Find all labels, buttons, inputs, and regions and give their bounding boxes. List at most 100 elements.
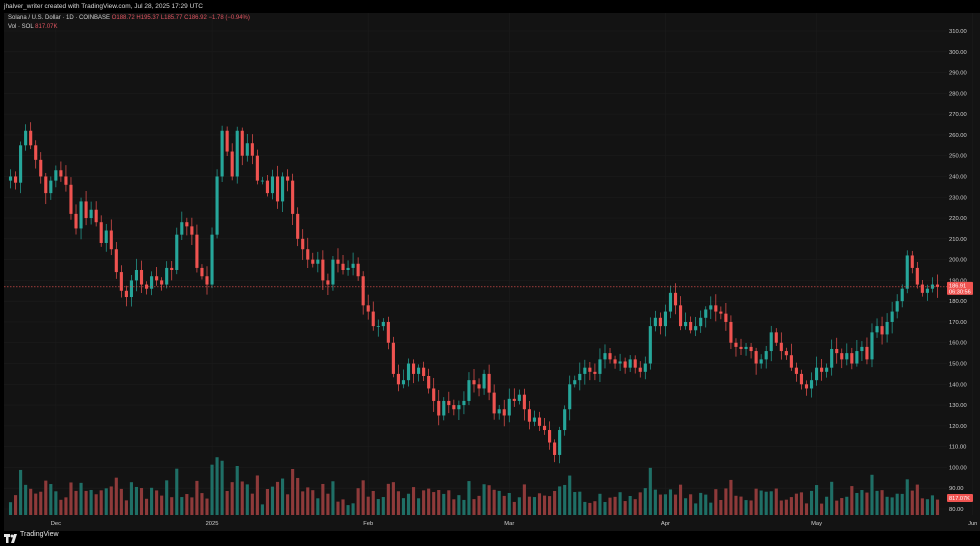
volume-bar bbox=[170, 497, 174, 515]
volume-bar bbox=[477, 495, 481, 515]
candle-body bbox=[507, 398, 511, 416]
volume-bar bbox=[558, 486, 562, 515]
candle-body bbox=[905, 255, 909, 289]
volume-bar bbox=[220, 460, 224, 515]
volume-bar bbox=[321, 483, 325, 515]
candle-body bbox=[915, 267, 919, 285]
candle-body bbox=[563, 409, 567, 431]
price-axis[interactable] bbox=[947, 13, 980, 531]
volume-bar bbox=[452, 499, 456, 515]
candle-body bbox=[13, 176, 18, 183]
volume-bar bbox=[331, 481, 335, 515]
y-tick-label: 310.00 bbox=[949, 29, 967, 35]
volume-bar bbox=[593, 501, 597, 515]
candle-body bbox=[754, 351, 758, 364]
volume-bar bbox=[54, 491, 58, 515]
candle-body bbox=[366, 305, 370, 312]
volume-bar bbox=[789, 497, 793, 515]
x-axis-ticks: Dec2025FebMarAprMayJunJul bbox=[51, 521, 978, 527]
volume-bar bbox=[507, 492, 511, 515]
candle-body bbox=[920, 284, 924, 293]
volume-bar bbox=[346, 505, 350, 515]
candle-body bbox=[59, 170, 63, 177]
candle-body bbox=[855, 351, 859, 364]
y-tick-label: 150.00 bbox=[949, 362, 967, 368]
x-tick-label: Mar bbox=[504, 521, 514, 527]
candle-body bbox=[870, 332, 874, 360]
candle-body bbox=[195, 234, 199, 268]
candle-body bbox=[391, 342, 395, 374]
y-tick-label: 280.00 bbox=[949, 91, 967, 97]
candle-body bbox=[432, 388, 436, 401]
candle-body bbox=[910, 255, 914, 268]
volume-bar bbox=[840, 498, 844, 515]
volume-bar bbox=[205, 498, 209, 515]
volume-bar bbox=[779, 500, 783, 515]
volume-bars bbox=[8, 457, 940, 515]
candle-body bbox=[673, 292, 678, 306]
volume-bar bbox=[502, 495, 506, 515]
volume-bar bbox=[185, 494, 189, 515]
candle-body bbox=[835, 348, 839, 354]
volume-bar bbox=[311, 490, 315, 515]
volume-bar bbox=[265, 488, 270, 515]
volume-bar bbox=[643, 488, 647, 515]
legend-open: O188.72 bbox=[111, 15, 135, 21]
candle-body bbox=[613, 359, 617, 364]
volume-bar bbox=[432, 492, 436, 515]
volume-bar bbox=[34, 493, 38, 515]
volume-bar bbox=[734, 495, 738, 515]
volume-bar bbox=[175, 468, 179, 515]
volume-bar bbox=[109, 486, 113, 515]
candle-body bbox=[255, 155, 259, 181]
candle-body bbox=[296, 213, 300, 239]
attribution-text: jhalver_writer created with TradingView.… bbox=[4, 3, 203, 10]
candle-body bbox=[684, 321, 688, 327]
candle-body bbox=[739, 346, 743, 349]
candle-body bbox=[170, 267, 174, 270]
candle-body bbox=[185, 222, 189, 227]
candle-body bbox=[99, 222, 103, 243]
volume-bar bbox=[759, 490, 763, 515]
volume-bar bbox=[598, 493, 602, 515]
volume-bar bbox=[835, 500, 839, 515]
volume-bar bbox=[865, 492, 869, 515]
candle-body bbox=[109, 230, 113, 250]
candle-body bbox=[487, 373, 491, 393]
volume-bar bbox=[64, 497, 68, 515]
volume-bar bbox=[820, 503, 824, 515]
volume-bar bbox=[673, 494, 678, 515]
y-tick-label: 230.00 bbox=[949, 195, 967, 201]
volume-bar bbox=[19, 469, 23, 515]
volume-bar bbox=[769, 491, 773, 515]
candle-body bbox=[719, 311, 723, 314]
volume-bar bbox=[44, 480, 48, 515]
candle-body bbox=[820, 367, 824, 372]
candle-body bbox=[316, 259, 320, 264]
candle-body bbox=[593, 371, 597, 374]
candle-body bbox=[477, 384, 481, 389]
x-tick-label: Jun bbox=[968, 521, 977, 527]
candle-body bbox=[482, 373, 486, 389]
candle-body bbox=[633, 359, 637, 368]
volume-bar bbox=[885, 496, 889, 515]
volume-bar bbox=[588, 502, 592, 515]
candle-body bbox=[678, 305, 683, 327]
candle-body bbox=[64, 176, 68, 185]
candle-body bbox=[729, 321, 733, 343]
price-pane[interactable] bbox=[4, 13, 947, 531]
volume-bar bbox=[457, 495, 461, 515]
volume-bar bbox=[653, 489, 657, 515]
candle-body bbox=[452, 405, 456, 410]
candle-body bbox=[900, 288, 904, 302]
candle-body bbox=[598, 359, 602, 374]
candle-body bbox=[411, 363, 416, 374]
volume-bar bbox=[739, 496, 743, 515]
volume-bar bbox=[250, 493, 254, 515]
candle-body bbox=[79, 201, 83, 229]
volume-bar bbox=[905, 479, 909, 515]
volume-bar bbox=[537, 493, 542, 515]
candle-body bbox=[608, 353, 612, 360]
y-tick-label: 300.00 bbox=[949, 50, 967, 56]
